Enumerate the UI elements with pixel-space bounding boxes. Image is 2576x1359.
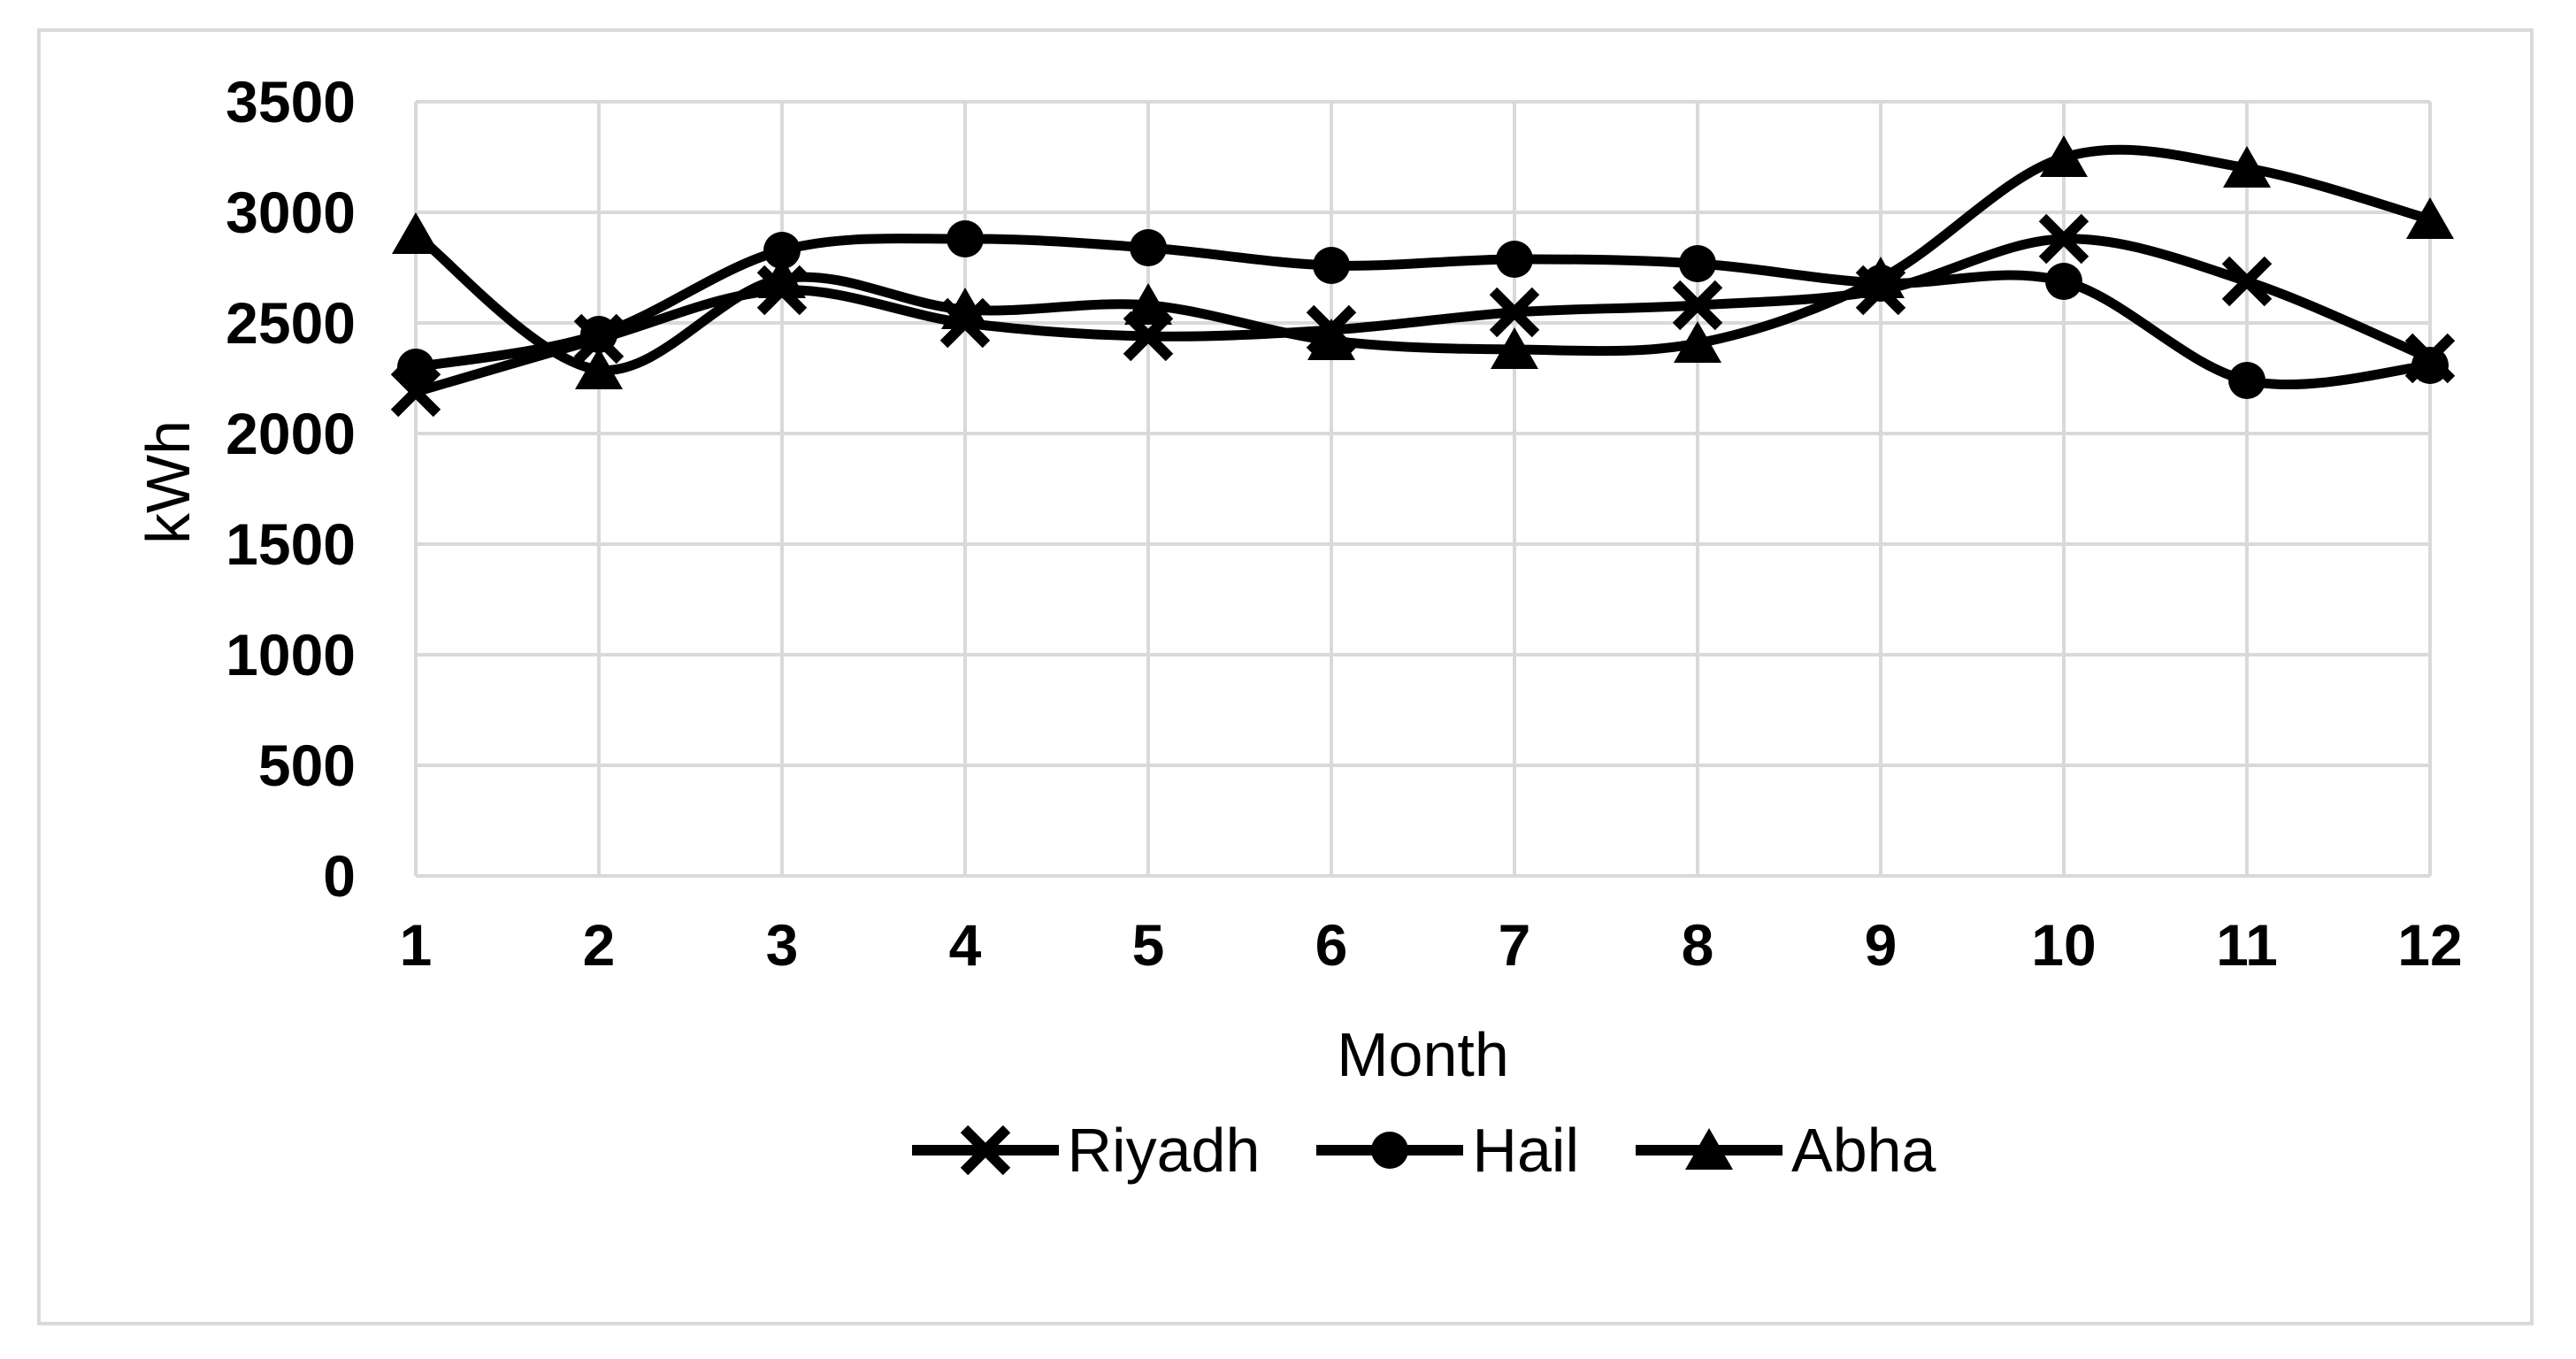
x-tick-label: 8 bbox=[1682, 912, 1714, 978]
x-tick-label: 4 bbox=[949, 912, 982, 978]
x-tick-label: 10 bbox=[2031, 912, 2096, 978]
legend: Riyadh Hail Abha bbox=[416, 1104, 2430, 1196]
y-tick-label: 1500 bbox=[226, 511, 356, 577]
series-markers-hail bbox=[397, 220, 2449, 399]
x-tick-label: 1 bbox=[400, 912, 433, 978]
y-axis-tick-labels: 0 500 1000 1500 2000 2500 3000 3500 bbox=[226, 69, 356, 909]
x-tick-label: 5 bbox=[1132, 912, 1165, 978]
x-tick-label: 6 bbox=[1315, 912, 1348, 978]
x-axis-tick-labels: 1 2 3 4 5 6 7 8 9 10 11 12 bbox=[400, 912, 2463, 978]
series-line-abha bbox=[410, 144, 2435, 375]
triangle-marker-swatch-icon bbox=[1636, 1128, 1782, 1170]
legend-label: Abha bbox=[1791, 1116, 1936, 1185]
x-tick-label: 2 bbox=[583, 912, 616, 978]
gridlines bbox=[414, 100, 2432, 878]
legend-item-riyadh: Riyadh bbox=[910, 1115, 1261, 1186]
x-marker-swatch-icon bbox=[911, 1125, 1059, 1175]
legend-label: Hail bbox=[1472, 1116, 1579, 1185]
y-tick-label: 3000 bbox=[226, 180, 356, 245]
circle-marker-swatch-icon bbox=[1316, 1132, 1464, 1169]
x-tick-label: 11 bbox=[2216, 912, 2278, 978]
x-axis-title: Month bbox=[1337, 1020, 1509, 1089]
chart-border bbox=[37, 28, 2534, 1325]
series-line-hail bbox=[410, 234, 2435, 390]
y-tick-label: 1000 bbox=[226, 622, 356, 687]
x-tick-label: 12 bbox=[2397, 912, 2462, 978]
y-tick-label: 500 bbox=[258, 733, 356, 798]
y-axis-title: kWh bbox=[134, 420, 203, 544]
legend-item-abha: Abha bbox=[1634, 1115, 1936, 1186]
x-tick-label: 9 bbox=[1865, 912, 1898, 978]
legend-item-hail: Hail bbox=[1315, 1115, 1579, 1186]
x-tick-label: 3 bbox=[766, 912, 799, 978]
x-tick-label: 7 bbox=[1499, 912, 1531, 978]
series-lines bbox=[410, 144, 2435, 397]
series-markers bbox=[390, 135, 2456, 418]
y-tick-label: 2000 bbox=[226, 401, 356, 466]
y-tick-label: 3500 bbox=[226, 69, 356, 134]
series-markers-abha bbox=[392, 135, 2454, 389]
y-tick-label: 2500 bbox=[226, 290, 356, 356]
y-tick-label: 0 bbox=[323, 843, 356, 909]
series-line-riyadh bbox=[410, 234, 2435, 397]
legend-label: Riyadh bbox=[1067, 1116, 1261, 1185]
